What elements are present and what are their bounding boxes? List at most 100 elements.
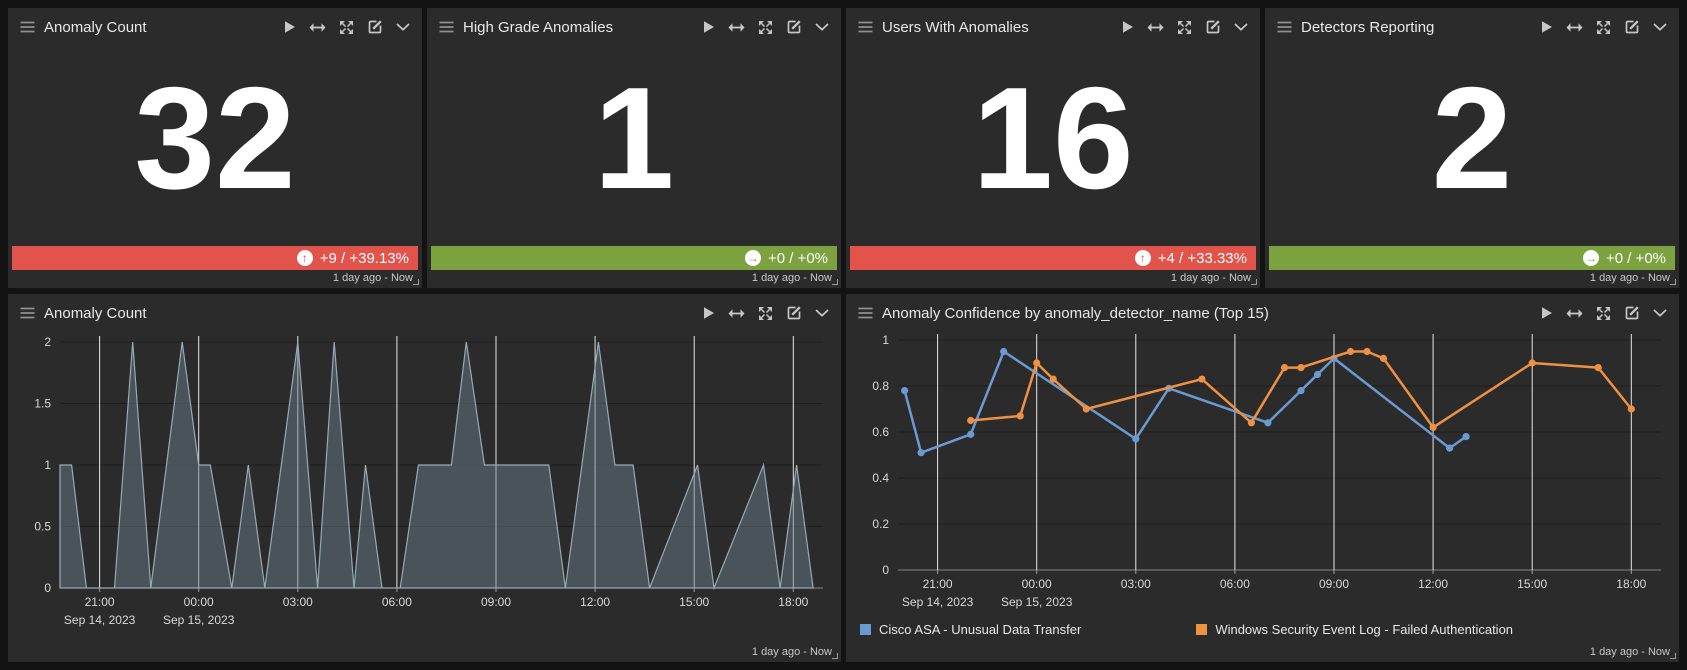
trend-badge: ↑ +4 / +33.33% (850, 246, 1256, 270)
drag-handle-icon[interactable] (20, 307, 35, 319)
legend-swatch-orange (1196, 624, 1208, 635)
panel-title: Anomaly Count (44, 18, 147, 36)
timerange-label: 1 day ago - Now (751, 646, 832, 658)
chevron-down-icon[interactable] (815, 309, 829, 317)
svg-text:0: 0 (44, 581, 51, 595)
play-icon[interactable] (284, 20, 296, 34)
chevron-down-icon[interactable] (396, 23, 410, 31)
svg-text:0.5: 0.5 (34, 520, 51, 534)
svg-text:2: 2 (44, 335, 51, 349)
svg-text:Sep 14, 2023: Sep 14, 2023 (64, 613, 136, 627)
svg-text:03:00: 03:00 (1121, 577, 1151, 591)
resize-handle[interactable] (832, 279, 838, 285)
svg-text:1: 1 (44, 458, 51, 472)
svg-text:0: 0 (882, 563, 889, 577)
panel-toolbar (703, 19, 829, 35)
svg-text:Sep 15, 2023: Sep 15, 2023 (1001, 595, 1073, 609)
drag-handle-icon[interactable] (20, 21, 35, 33)
legend-item-cisco-asa[interactable]: Cisco ASA - Unusual Data Transfer (860, 622, 1081, 637)
edit-icon[interactable] (1205, 19, 1221, 35)
play-icon[interactable] (1541, 20, 1553, 34)
svg-text:21:00: 21:00 (85, 595, 115, 609)
resize-handle[interactable] (832, 653, 838, 659)
panel-header: High Grade Anomalies (427, 8, 841, 40)
chevron-down-icon[interactable] (1653, 309, 1667, 317)
stat-panel-detectors-reporting: Detectors Reporting 2 → +0 / +0% 1 day a… (1265, 8, 1679, 288)
drag-handle-icon[interactable] (439, 21, 454, 33)
legend-item-windows-security[interactable]: Windows Security Event Log - Failed Auth… (1196, 622, 1513, 637)
svg-text:09:00: 09:00 (481, 595, 511, 609)
swap-arrows-icon[interactable] (728, 22, 745, 33)
play-icon[interactable] (1122, 20, 1134, 34)
anomaly-count-area-chart[interactable]: 0 0.5 1 1.5 2 21:00 Sep 14, 2023 00:00 Sep 15, 2… (14, 326, 835, 638)
expand-icon[interactable] (758, 20, 773, 35)
svg-text:0.2: 0.2 (872, 517, 889, 531)
chevron-down-icon[interactable] (1234, 23, 1248, 31)
edit-icon[interactable] (367, 19, 383, 35)
swap-arrows-icon[interactable] (1147, 22, 1164, 33)
timerange-label: 1 day ago - Now (1170, 272, 1251, 284)
svg-text:03:00: 03:00 (283, 595, 313, 609)
stat-panel-users-with-anomalies: Users With Anomalies 16 ↑ +4 / +33.33% 1… (846, 8, 1260, 288)
resize-handle[interactable] (1251, 279, 1257, 285)
legend-swatch-blue (860, 624, 871, 635)
chart-body: 0 0.2 0.4 0.6 0.8 1 21:00 Sep 14, 2023 00:00 Sep … (846, 326, 1679, 616)
swap-arrows-icon[interactable] (309, 22, 326, 33)
edit-icon[interactable] (786, 19, 802, 35)
timerange-label: 1 day ago - Now (1589, 272, 1670, 284)
panel-toolbar (1541, 305, 1667, 321)
trend-direction-icon: → (744, 250, 761, 266)
trend-text: +0 / +0% (767, 249, 828, 267)
trend-direction-icon: ↑ (296, 250, 313, 266)
drag-handle-icon[interactable] (1277, 21, 1292, 33)
svg-text:0.4: 0.4 (872, 471, 889, 485)
edit-icon[interactable] (1624, 19, 1640, 35)
resize-handle[interactable] (413, 279, 419, 285)
swap-arrows-icon[interactable] (1566, 22, 1583, 33)
svg-text:0.6: 0.6 (872, 425, 889, 439)
resize-handle[interactable] (1670, 653, 1676, 659)
chevron-down-icon[interactable] (1653, 23, 1667, 31)
swap-arrows-icon[interactable] (1566, 308, 1583, 319)
expand-icon[interactable] (1596, 306, 1611, 321)
anomaly-confidence-line-chart[interactable]: 0 0.2 0.4 0.6 0.8 1 21:00 Sep 14, 2023 00:00 Sep … (852, 326, 1673, 616)
svg-text:06:00: 06:00 (1220, 577, 1250, 591)
chevron-down-icon[interactable] (815, 23, 829, 31)
edit-icon[interactable] (786, 305, 802, 321)
timerange-label: 1 day ago - Now (1589, 646, 1670, 658)
svg-text:21:00: 21:00 (923, 577, 953, 591)
svg-text:12:00: 12:00 (1418, 577, 1448, 591)
svg-text:15:00: 15:00 (1517, 577, 1547, 591)
svg-text:18:00: 18:00 (1616, 577, 1646, 591)
chart-panel-row: Anomaly Count 0 0.5 1 1.5 2 21:00 Sep 14, 2023… (8, 294, 1679, 662)
expand-icon[interactable] (339, 20, 354, 35)
trend-direction-icon: → (1582, 250, 1599, 266)
panel-header: Anomaly Confidence by anomaly_detector_n… (846, 294, 1679, 326)
svg-text:09:00: 09:00 (1319, 577, 1349, 591)
stat-value: 2 (1431, 56, 1513, 219)
edit-icon[interactable] (1624, 305, 1640, 321)
svg-text:18:00: 18:00 (778, 595, 808, 609)
panel-toolbar (703, 305, 829, 321)
chart-panel-anomaly-confidence: Anomaly Confidence by anomaly_detector_n… (846, 294, 1679, 662)
expand-icon[interactable] (1596, 20, 1611, 35)
expand-icon[interactable] (758, 306, 773, 321)
resize-handle[interactable] (1670, 279, 1676, 285)
swap-arrows-icon[interactable] (728, 308, 745, 319)
play-icon[interactable] (1541, 306, 1553, 320)
svg-text:06:00: 06:00 (382, 595, 412, 609)
play-icon[interactable] (703, 306, 715, 320)
play-icon[interactable] (703, 20, 715, 34)
expand-icon[interactable] (1177, 20, 1192, 35)
trend-badge: → +0 / +0% (1269, 246, 1675, 270)
chart-legend: Cisco ASA - Unusual Data Transfer Window… (846, 616, 1679, 640)
legend-label: Cisco ASA - Unusual Data Transfer (879, 622, 1082, 637)
panel-toolbar (1122, 19, 1248, 35)
timerange-label: 1 day ago - Now (332, 272, 413, 284)
drag-handle-icon[interactable] (858, 307, 873, 319)
drag-handle-icon[interactable] (858, 21, 873, 33)
trend-badge: → +0 / +0% (431, 246, 837, 270)
stat-panel-anomaly-count: Anomaly Count 32 ↑ +9 / +39.13% 1 day ag… (8, 8, 422, 288)
stat-panel-row: Anomaly Count 32 ↑ +9 / +39.13% 1 day ag… (8, 8, 1679, 288)
